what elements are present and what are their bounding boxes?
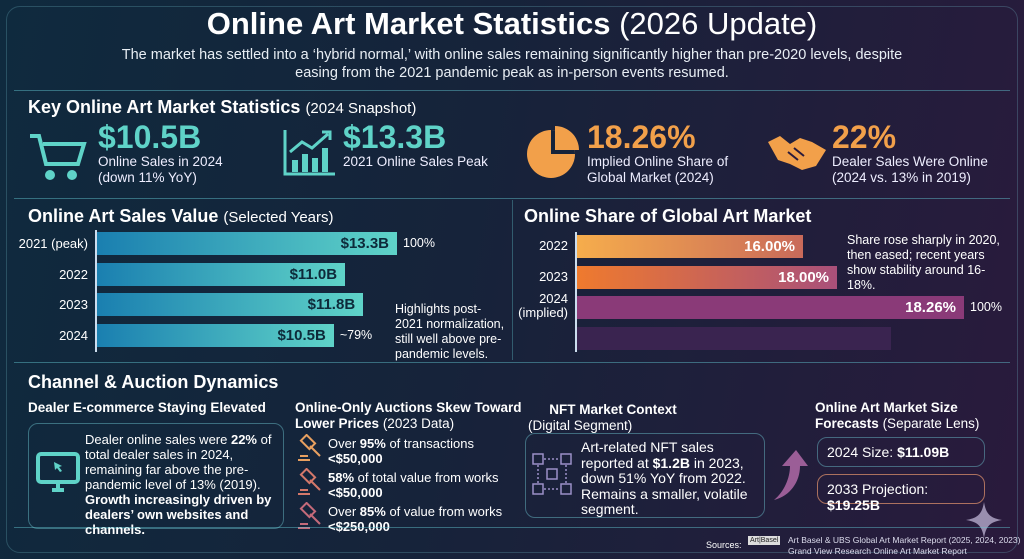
empty-bar: [577, 326, 891, 350]
gavel-icon: [298, 502, 321, 529]
bar-side-label: 100%: [970, 300, 1002, 314]
stat-share: 18.26% Implied Online Share of Global Mark…: [587, 119, 729, 185]
bar-value-label: 16.00%: [744, 238, 795, 255]
category-label: 2024 (implied): [518, 291, 568, 320]
auction-stat-part: of value from works: [385, 504, 503, 519]
bar: $13.3B: [97, 232, 397, 255]
bar: 18.00%: [577, 265, 837, 289]
forecast-2033: 2033 Projection: $19.25B: [817, 474, 985, 513]
auction-stat-part: <$50,000: [328, 485, 383, 500]
stat-online-sales: $10.5B Online Sales in 2024 (down 11% YoY): [98, 119, 223, 185]
dealer-title: Dealer E-commerce Staying Elevated: [28, 400, 266, 415]
auction-stat-part: 58%: [328, 470, 355, 485]
divider: [14, 198, 1010, 199]
auction-stat: 58% of total value from works <$50,000: [328, 470, 518, 500]
gavel-icon: [298, 468, 321, 495]
auction-stat: Over 85% of value from works <$250,000: [328, 504, 518, 534]
category-label: 2024: [59, 327, 88, 343]
nft-box: Art-related NFT sales reported at $1.2B …: [525, 433, 765, 518]
forecast-title: Online Art Market Size Forecasts (Separat…: [815, 400, 980, 431]
bar: $10.5B: [97, 323, 334, 347]
stat-peak: $13.3B 2021 Online Sales Peak: [343, 119, 488, 169]
upward-arrow-icon: [774, 450, 808, 500]
divider: [14, 90, 1010, 91]
auction-stat-part: of transactions: [385, 436, 474, 451]
category-label: 2022: [539, 238, 568, 253]
auction-stat-part: <$250,000: [328, 519, 390, 534]
divider: [14, 362, 1010, 363]
sources-label: Sources:: [706, 540, 742, 550]
chart2-annotation: Share rose sharply in 2020, then eased; …: [847, 233, 1000, 292]
dealer-box: Dealer online sales were 22% of total de…: [28, 423, 284, 537]
chart2-axis: [575, 232, 577, 352]
chart1-title: Online Art Sales Value (Selected Years): [28, 206, 334, 226]
forecast-2024: 2024 Size: $11.09B: [817, 437, 985, 467]
frame: [6, 6, 1018, 553]
bar-side-label: ~79%: [339, 327, 373, 342]
bar: $11.8B: [97, 293, 364, 316]
divider: [14, 527, 1010, 528]
bar: 16.00%: [577, 235, 803, 258]
handshake-icon: [768, 136, 826, 170]
art-basel-logo: Art|Basel: [748, 536, 781, 545]
divider: [512, 200, 513, 360]
bar-value-label: 18.00%: [778, 268, 829, 286]
stat-dealer: 22% Dealer Sales Were Online (2024 vs. 13%…: [832, 119, 988, 185]
auction-stat-part: 95%: [359, 436, 386, 451]
category-label: 2021 (peak): [18, 236, 88, 251]
page-title: Online Art Market Statistics (2026 Updat…: [206, 6, 818, 41]
bar: $11.0B: [97, 262, 346, 286]
chart1-annotation: Highlights post-2021 normalization, stil…: [395, 302, 505, 361]
gavel-icon: [298, 434, 321, 461]
category-label: 2023: [59, 297, 88, 312]
bar-value-label: $10.5B: [277, 326, 326, 344]
growth-chart-icon: [283, 130, 335, 176]
auction-stat-part: Over: [328, 436, 360, 451]
subtitle: The market has settled into a ‘hybrid no…: [121, 47, 903, 81]
bar: 18.26%: [577, 296, 964, 319]
category-label: 2022: [59, 266, 88, 282]
shopping-cart-icon: [30, 134, 87, 180]
nft-title: NFT Market Context (Digital Segment): [528, 402, 677, 433]
auction-stat-part: 85%: [359, 504, 386, 519]
auction-stat-part: Over: [328, 504, 360, 519]
auction-stat-part: of total value from works: [354, 470, 499, 485]
auction-stat: Over 95% of transactions <$50,000: [328, 436, 518, 466]
sources-list: Art Basel & UBS Global Art Market Report…: [788, 535, 1021, 556]
bar-value-label: $13.3B: [340, 235, 389, 252]
bar-value-label: 18.26%: [905, 299, 956, 316]
key-stats-title: Key Online Art Market Statistics (2024 S…: [28, 97, 417, 117]
auctions-title: Online-Only Auctions Skew Toward Lower P…: [295, 400, 522, 431]
nft-text: Art-related NFT sales reported at $1.2B …: [581, 439, 748, 517]
chart2-title: Online Share of Global Art Market: [524, 206, 812, 226]
bar-value-label: $11.8B: [307, 296, 356, 313]
sparkle-icon: [966, 502, 1002, 538]
auction-stat-part: <$50,000: [328, 451, 383, 466]
bar-value-label: $11.0B: [289, 265, 338, 283]
bar-side-label: 100%: [403, 236, 435, 250]
dealer-text: Dealer online sales were 22% of total de…: [85, 432, 272, 537]
category-label: 2023: [539, 268, 568, 284]
chart1-axis: [95, 230, 97, 352]
channel-title: Channel & Auction Dynamics: [28, 372, 279, 392]
computer-monitor-icon: [36, 452, 80, 492]
pie-chart-icon: [527, 126, 579, 178]
blockchain-cubes-icon: [532, 453, 572, 495]
